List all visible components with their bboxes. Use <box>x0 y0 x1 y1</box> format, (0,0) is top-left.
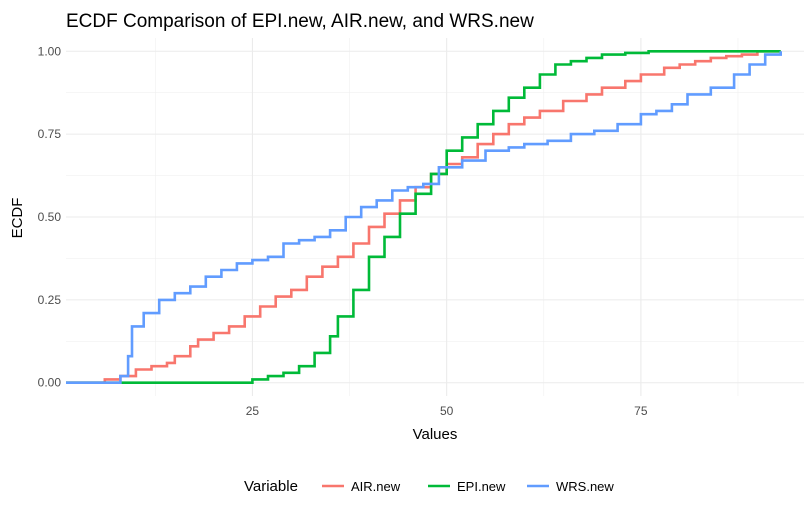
series-line-epi-new <box>66 50 781 384</box>
legend-title: Variable <box>244 478 298 495</box>
y-tick-label: 0.00 <box>38 376 62 390</box>
legend-label: WRS.new <box>556 479 614 494</box>
minor-gridlines <box>66 38 804 396</box>
y-tick-label: 1.00 <box>38 44 62 58</box>
y-tick-label: 0.25 <box>38 293 62 307</box>
series-line-wrs-new <box>66 51 782 384</box>
legend-label: AIR.new <box>351 479 401 494</box>
y-tick-label: 0.75 <box>38 127 62 141</box>
major-gridlines <box>66 38 804 396</box>
legend-label: EPI.new <box>457 479 506 494</box>
y-axis-label: ECDF <box>9 198 26 239</box>
chart-title: ECDF Comparison of EPI.new, AIR.new, and… <box>66 11 534 32</box>
x-tick-label: 25 <box>246 404 260 418</box>
series-lines <box>66 50 782 384</box>
x-tick-label: 75 <box>634 404 648 418</box>
y-axis-ticks: 0.00 0.25 0.50 0.75 1.00 <box>38 44 62 389</box>
legend: Variable AIR.new EPI.new WRS.new <box>244 478 614 495</box>
x-axis-ticks: 25 50 75 <box>246 404 648 418</box>
x-tick-label: 50 <box>440 404 454 418</box>
x-axis-label: Values <box>413 426 458 443</box>
y-tick-label: 0.50 <box>38 210 62 224</box>
series-line-air-new <box>66 50 781 384</box>
